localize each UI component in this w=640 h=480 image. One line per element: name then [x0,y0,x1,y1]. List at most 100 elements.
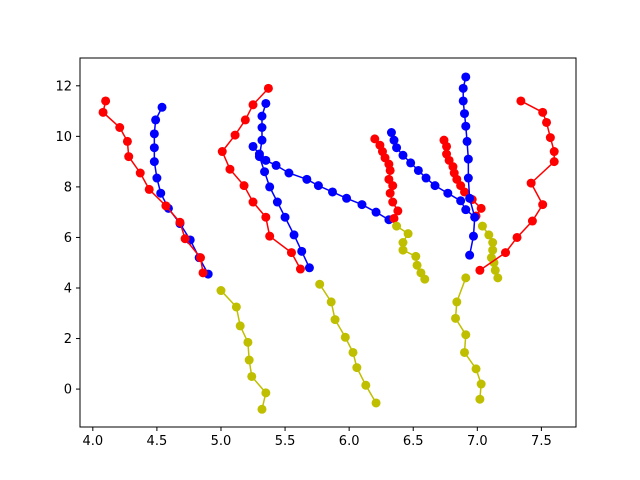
series-13-point-7 [452,297,462,307]
series-5-point-9 [230,130,240,140]
y-tick-label: 2 [64,332,72,347]
series-1-point-9 [149,143,159,153]
series-15-point-4 [527,216,537,226]
series-4-point-1 [304,263,314,273]
series-6-point-6 [302,174,312,184]
series-9-point-11 [375,140,385,150]
x-tick-label: 6.5 [403,434,424,449]
series-1-point-10 [149,129,159,139]
series-14-point-5 [488,245,498,255]
series-13-point-6 [451,313,461,323]
series-8-point-4 [398,150,408,160]
series-12-point-10 [458,96,468,106]
series-1-point-12 [157,102,167,112]
series-5-point-4 [261,212,271,222]
series-12-point-7 [462,136,472,146]
y-tick-label: 10 [55,130,72,145]
series-12-point-1 [465,250,475,260]
series-8-point-2 [389,135,399,145]
plot-frame [79,57,577,428]
series-7-point-6 [330,315,340,325]
series-4-point-7 [260,167,270,177]
series-3-point-3 [247,371,257,381]
series-1-point-6 [156,188,166,198]
series-8-point-8 [430,181,440,191]
series-12-point-2 [468,231,478,241]
series-2-point-10 [115,123,125,132]
series-4-point-12 [261,98,271,108]
series-2 [98,96,208,278]
series-2-point-9 [122,136,132,146]
series-14-point-2 [490,265,500,275]
series-4-point-6 [265,182,275,192]
series-11-point-10 [442,149,452,159]
series-8-point-7 [421,173,431,183]
series-15-point-12 [516,96,526,106]
x-tick-label: 5.5 [275,434,296,449]
series-5-point-12 [263,83,273,93]
series-13-point-2 [476,379,486,389]
series-3-point-5 [243,337,253,347]
series-7-point-5 [340,332,350,342]
series-6-point-3 [261,155,271,165]
series-2-point-1 [198,268,208,278]
series-1-point-7 [152,173,162,183]
series-6-point-10 [357,200,367,210]
series-12-point-6 [463,154,473,164]
series-2-point-3 [180,234,190,244]
series-9 [370,134,403,223]
series-6-point-9 [342,193,352,203]
x-tick-label: 4.0 [82,434,103,449]
series-2-point-12 [101,96,111,106]
series-8-point-3 [392,143,402,153]
series-5-point-5 [248,197,258,207]
series-15-point-10 [542,117,552,127]
x-tick-label: 7.5 [531,434,552,449]
x-axis: 4.0 4.5 5.0 5.5 6.0 6.5 7.0 7.5 [82,427,552,449]
y-tick-label: 6 [64,231,72,246]
series-2-point-2 [195,253,205,263]
series-2-point-5 [161,201,171,211]
series-3-point-1 [257,404,267,414]
series-13-point-3 [471,364,481,374]
series-9-point-4 [385,188,395,198]
series-7-point-2 [361,380,371,390]
y-tick-label: 0 [64,383,72,398]
series-2-point-7 [135,168,145,178]
series-12-point-9 [460,109,469,119]
series-10-point-5 [398,245,408,255]
series-5 [217,83,305,274]
series-10-point-2 [416,268,426,278]
series-2-point-4 [175,217,185,227]
series-8-point-6 [413,165,423,175]
series-5-point-1 [295,264,305,274]
series-1-point-11 [151,115,161,125]
series-15-point-9 [545,133,555,143]
series-3-point-8 [216,286,226,296]
y-tick-label: 4 [64,281,72,296]
y-tick-label: 12 [55,79,72,94]
series-3-point-6 [235,321,245,331]
series-3-point-7 [231,302,241,312]
series-14-point-1 [493,273,503,283]
series-14-point-8 [477,221,487,231]
series-8-point-9 [443,188,453,198]
series-14-point-6 [488,238,498,247]
x-tick-label: 4.5 [147,434,168,449]
series-11-point-12 [439,135,449,145]
series-6-point-7 [313,181,323,191]
series-7-point-4 [348,347,358,357]
series-9-point-12 [370,134,380,144]
series-10-point-4 [411,251,421,261]
series-8-point-1 [386,128,396,138]
series-13-point-4 [460,347,469,357]
series-7 [315,279,381,408]
series-12-point-4 [465,193,475,203]
series-1-point-8 [149,157,159,167]
series-12-point-12 [461,72,471,82]
series-8-point-5 [406,158,416,168]
series-8-point-10 [456,196,466,206]
series-6 [248,141,394,225]
series-5-point-8 [217,147,227,157]
series-15-point-6 [526,178,536,188]
